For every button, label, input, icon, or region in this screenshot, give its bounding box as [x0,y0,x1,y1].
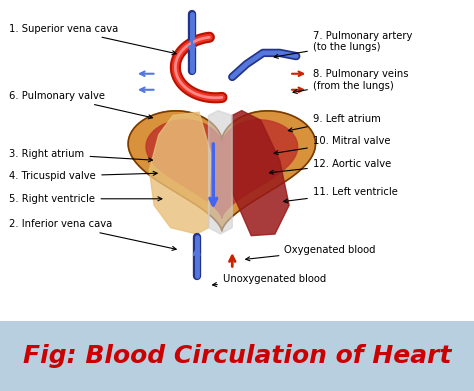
Text: 3. Right atrium: 3. Right atrium [9,149,153,162]
Text: 8. Pulmonary veins
(from the lungs): 8. Pulmonary veins (from the lungs) [293,69,408,93]
Text: 7. Pulmonary artery
(to the lungs): 7. Pulmonary artery (to the lungs) [274,31,412,58]
Text: 2. Inferior vena cava: 2. Inferior vena cava [9,219,176,250]
Text: 12. Aortic valve: 12. Aortic valve [269,158,391,174]
Polygon shape [146,120,298,218]
Polygon shape [149,112,211,234]
Polygon shape [209,111,232,234]
Text: Unoxygenated blood: Unoxygenated blood [212,274,326,287]
Text: 6. Pulmonary valve: 6. Pulmonary valve [9,91,153,119]
Text: Fig: Blood Circulation of Heart: Fig: Blood Circulation of Heart [23,344,451,368]
Text: 5. Right ventricle: 5. Right ventricle [9,194,162,204]
Text: 10. Mitral valve: 10. Mitral valve [274,136,391,154]
Text: 9. Left atrium: 9. Left atrium [288,114,381,132]
Polygon shape [128,111,316,231]
Polygon shape [232,111,289,236]
Text: 4. Tricuspid valve: 4. Tricuspid valve [9,171,157,181]
Text: Oxygenated blood: Oxygenated blood [246,245,376,261]
Text: 1. Superior vena cava: 1. Superior vena cava [9,24,176,55]
Text: 11. Left ventricle: 11. Left ventricle [283,187,398,203]
